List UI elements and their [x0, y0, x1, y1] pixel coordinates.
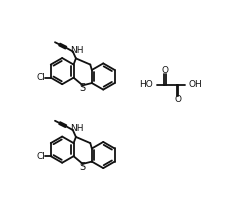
Text: S: S — [80, 83, 86, 93]
Text: S: S — [80, 162, 86, 172]
Text: HO: HO — [139, 80, 153, 89]
Text: O: O — [174, 95, 181, 104]
Text: OH: OH — [188, 80, 202, 89]
Text: Cl: Cl — [36, 73, 45, 82]
Text: O: O — [162, 66, 169, 75]
Text: NH: NH — [70, 124, 83, 133]
Text: NH: NH — [70, 46, 83, 55]
Text: Cl: Cl — [36, 152, 45, 161]
